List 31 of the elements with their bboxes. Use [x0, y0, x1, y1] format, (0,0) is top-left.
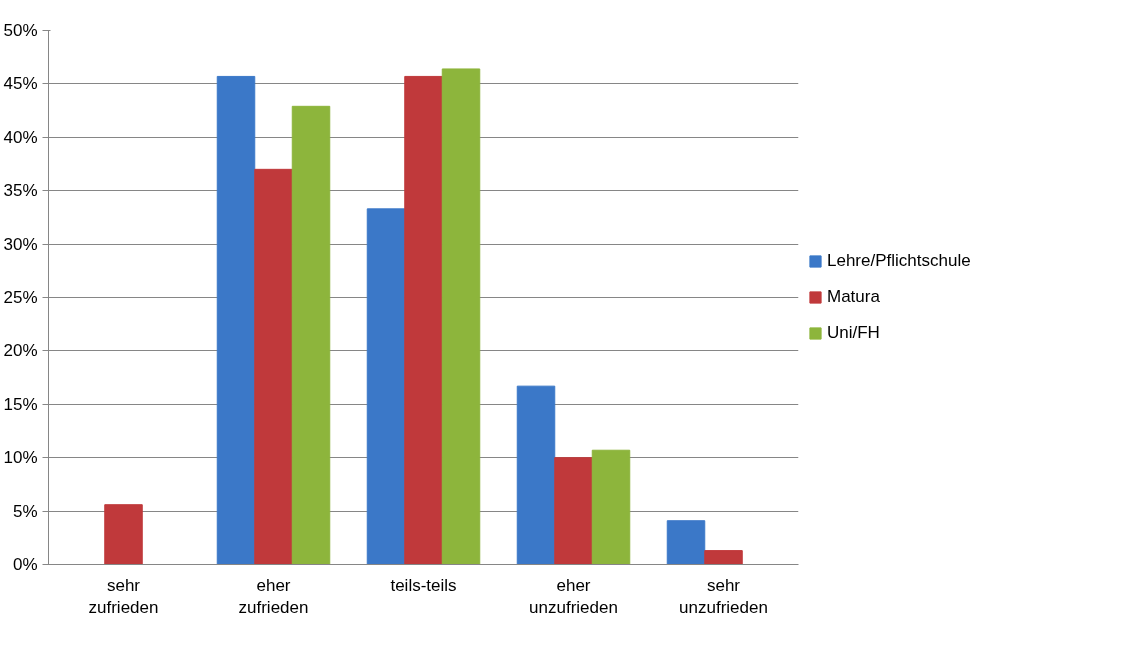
bar	[254, 168, 293, 565]
bar	[404, 75, 443, 565]
y-tick-label: 5%	[12, 501, 38, 521]
x-tick-label: sehr unzufrieden	[679, 575, 768, 618]
bar	[104, 504, 143, 565]
bar	[441, 68, 481, 565]
y-tick-label: 20%	[3, 341, 38, 361]
y-tick-label: 10%	[3, 448, 38, 468]
bar	[291, 105, 331, 565]
y-tick-label: 40%	[3, 127, 38, 147]
legend-label: Lehre/Pflichtschule	[827, 251, 971, 271]
legend-label: Matura	[827, 287, 880, 307]
bar	[554, 457, 593, 565]
bar	[591, 449, 631, 565]
x-tick-label: sehr zufrieden	[88, 575, 159, 618]
y-tick-label: 30%	[3, 234, 38, 254]
legend-label: Uni/FH	[827, 323, 880, 343]
bar	[666, 520, 706, 565]
x-tick-label: eher unzufrieden	[529, 575, 618, 618]
bar	[704, 550, 743, 565]
bar	[366, 208, 406, 565]
bar	[516, 385, 556, 565]
y-tick-label: 50%	[3, 21, 38, 40]
y-tick-label: 15%	[3, 394, 38, 414]
x-tick-label: eher zufrieden	[238, 575, 309, 618]
x-tick-label: teils-teils	[390, 575, 457, 595]
y-tick-label: 35%	[3, 181, 38, 201]
y-tick-label: 25%	[3, 288, 38, 307]
bar	[216, 75, 256, 565]
y-tick-label: 0%	[12, 555, 38, 574]
y-tick-label: 45%	[3, 74, 38, 94]
